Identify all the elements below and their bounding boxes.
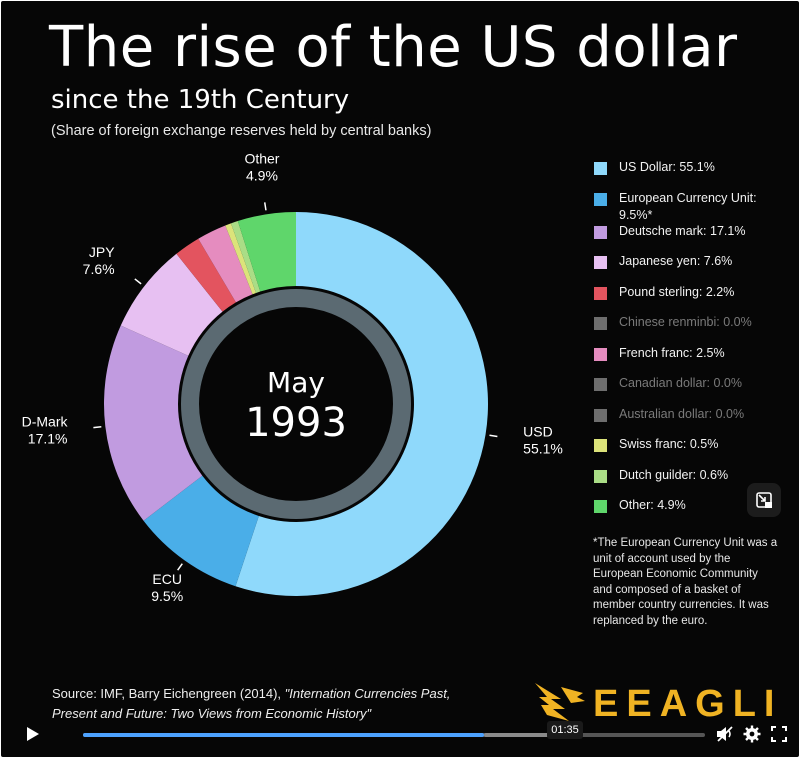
player-controls: 01:35 (1, 721, 799, 757)
source-prefix: Source: IMF, Barry Eichengreen (2014), (52, 686, 285, 701)
legend-item: Other: 4.9% (594, 497, 784, 528)
legend-swatch (594, 256, 607, 269)
legend-item: Deutsche mark: 17.1% (594, 223, 784, 254)
slice-tick (177, 563, 183, 571)
legend-swatch (594, 347, 607, 361)
legend-label: Pound sterling: 2.2% (619, 284, 735, 299)
legend-item: US Dollar: 55.1% (594, 159, 784, 190)
legend: US Dollar: 55.1% European Currency Unit: … (594, 159, 784, 528)
legend-label: European Currency Unit: 9.5%* (619, 190, 757, 222)
legend-label: Canadian dollar: 0.0% (619, 376, 742, 390)
legend-label: Japanese yen: 7.6% (619, 254, 733, 268)
slice-swiss-franc (225, 223, 257, 295)
slice-label-value: 4.9% (246, 168, 278, 184)
slice-tick (93, 425, 102, 429)
time-tooltip: 01:35 (547, 721, 583, 739)
slice-deutsche-mark (104, 325, 203, 521)
slice-label-value: 17.1% (28, 431, 68, 447)
slice-us-dollar (235, 212, 489, 596)
legend-item: Canadian dollar: 0.0% (594, 375, 784, 406)
slice-tick (263, 202, 267, 211)
legend-label: Chinese renminbi: 0.0% (619, 315, 752, 329)
legend-label: Deutsche mark: 17.1% (619, 223, 746, 238)
legend-label: Australian dollar: 0.0% (619, 406, 745, 421)
source-citation: Source: IMF, Barry Eichengreen (2014), "… (52, 684, 492, 724)
legend-swatch (594, 192, 607, 206)
legend-item: Australian dollar: 0.0% (594, 406, 784, 437)
eagle-icon (535, 683, 585, 721)
slice-pound-sterling (176, 238, 236, 312)
slice-other (237, 212, 296, 292)
legend-swatch (594, 286, 607, 300)
chart-note: (Share of foreign exchange reserves held… (51, 123, 432, 139)
chart-subtitle: since the 19th Century (51, 85, 350, 115)
legend-swatch (594, 408, 607, 422)
slice-label-value: 7.6% (83, 261, 115, 277)
legend-swatch (594, 162, 607, 175)
slice-label-value: 9.5% (151, 588, 183, 604)
slice-french-franc (198, 225, 253, 303)
slice-label-name: D-Mark (22, 414, 69, 430)
legend-item: Pound sterling: 2.2% (594, 284, 784, 315)
slice-tick (489, 434, 498, 438)
progress-bar[interactable]: 01:35 (83, 721, 705, 739)
legend-item: French franc: 2.5% (594, 345, 784, 376)
played-bar (83, 733, 485, 737)
footnote: *The European Currency Unit was a unit o… (593, 537, 778, 627)
legend-swatch (594, 439, 607, 452)
legend-label: Other: 4.9% (619, 498, 686, 512)
slice-label-name: JPY (89, 244, 115, 260)
legend-swatch (594, 500, 607, 513)
legend-item: Swiss franc: 0.5% (594, 436, 784, 467)
slice-dutch-guilder (230, 221, 261, 293)
slice-tick (134, 278, 142, 285)
legend-swatch (594, 317, 607, 330)
source-title: "Internation Currencies Past, Present an… (52, 686, 451, 721)
legend-swatch (594, 378, 607, 391)
brand-name: EEAGLI (593, 683, 783, 725)
legend-label: Swiss franc: 0.5% (619, 437, 719, 451)
slice-label-name: Other (244, 151, 279, 167)
buffered-bar (484, 733, 550, 737)
slice-european-currency-unit (143, 475, 259, 587)
brand-logo: EEAGLI (531, 679, 781, 725)
legend-label: French franc: 2.5% (619, 345, 725, 360)
slice-label-name: ECU (152, 571, 182, 587)
legend-item: Dutch guilder: 0.6% (594, 467, 784, 498)
legend-item: Chinese renminbi: 0.0% (594, 314, 784, 345)
legend-label: US Dollar: 55.1% (619, 160, 715, 174)
settings-icon[interactable] (743, 725, 761, 743)
chart-title: The rise of the US dollar (49, 15, 738, 80)
picture-in-picture-icon (756, 492, 772, 508)
legend-item: European Currency Unit: 9.5%* (594, 190, 784, 223)
legend-label: Dutch guilder: 0.6% (619, 467, 729, 482)
center-year: 1993 (245, 400, 347, 446)
picture-in-picture-button[interactable] (747, 483, 781, 517)
legend-swatch (594, 469, 607, 483)
slice-label-value: 55.1% (523, 440, 563, 456)
inner-ring (181, 289, 411, 519)
legend-item: Japanese yen: 7.6% (594, 253, 784, 284)
mute-icon[interactable] (715, 725, 735, 743)
legend-swatch (594, 225, 607, 239)
play-icon[interactable] (25, 725, 41, 743)
slice-japanese-yen (120, 253, 223, 356)
center-month: May (267, 366, 325, 399)
fullscreen-icon[interactable] (770, 725, 788, 743)
slice-label-name: USD (523, 423, 553, 439)
